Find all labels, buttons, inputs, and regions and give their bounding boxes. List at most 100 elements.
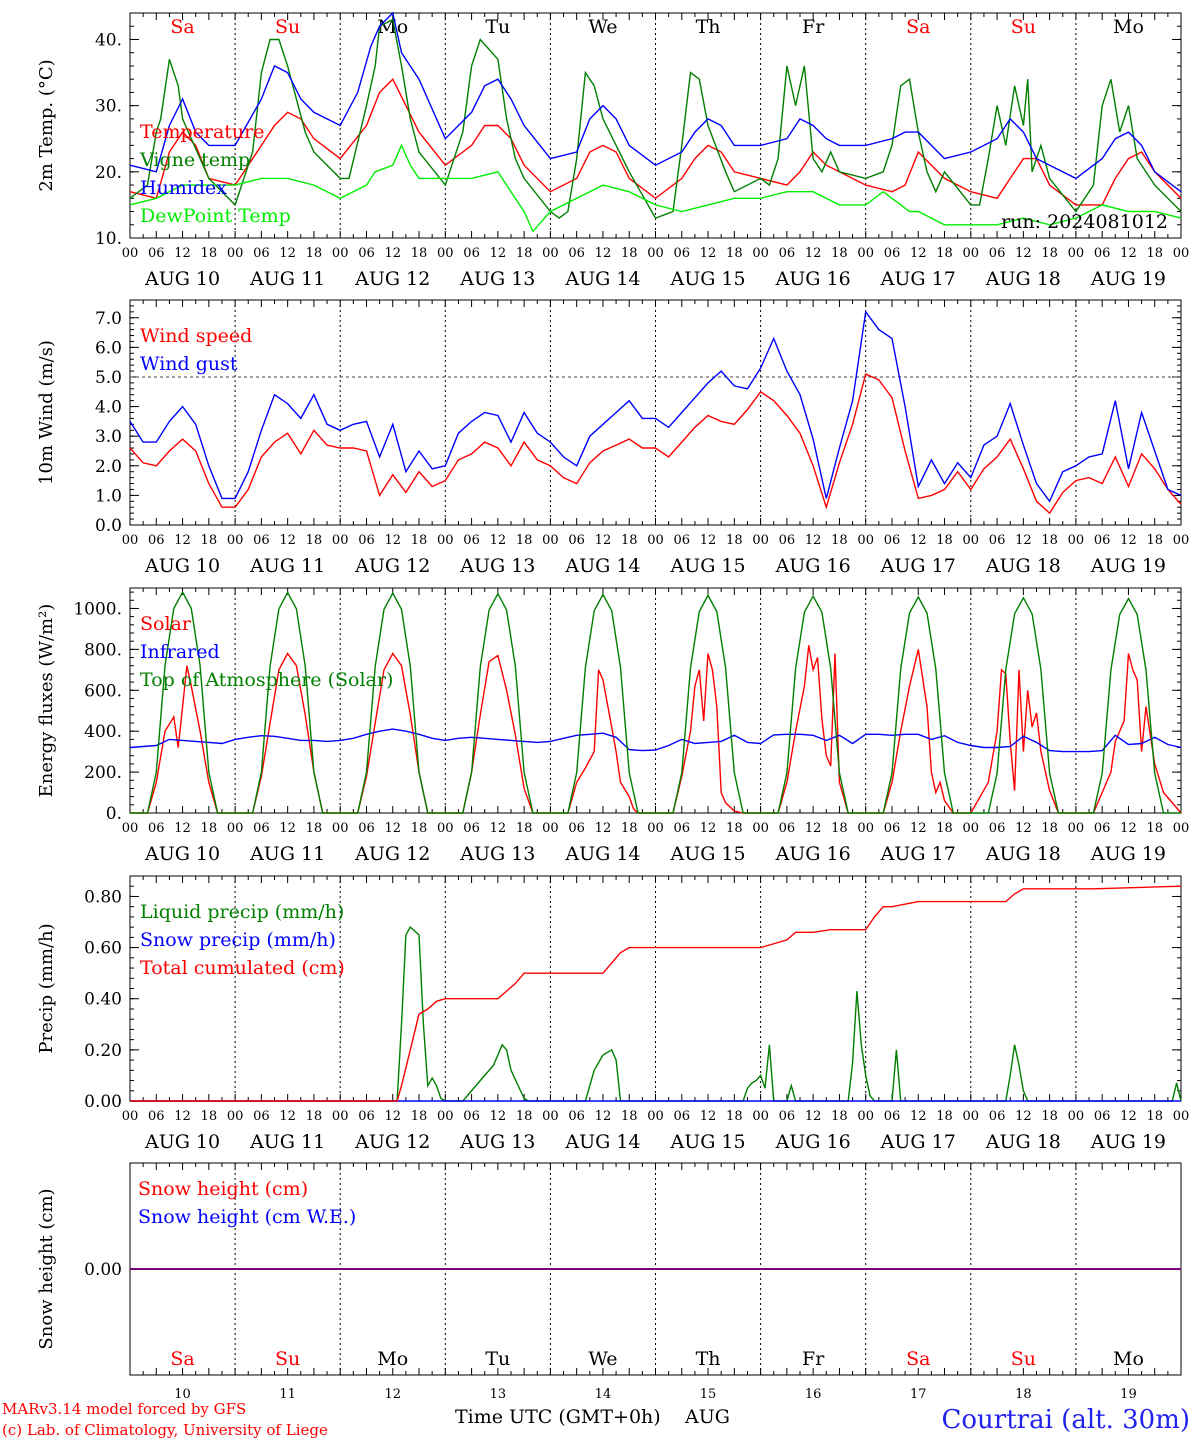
weekday-label: We (588, 1348, 617, 1370)
y-tick-label: 7.0 (95, 309, 122, 329)
legend-entry: DewPoint Temp (140, 205, 291, 227)
date-label: AUG 18 (985, 268, 1061, 290)
hour-tick-label: 00 (1068, 821, 1085, 836)
hour-tick-label: 06 (884, 533, 901, 548)
hour-tick-label: 06 (358, 821, 375, 836)
hour-tick-label: 00 (542, 821, 559, 836)
legend-entry: Vigne temp (139, 149, 250, 171)
hour-tick-label: 12 (1015, 533, 1032, 548)
date-label: AUG 11 (249, 1131, 325, 1153)
hour-tick-label: 12 (595, 533, 612, 548)
weekday-label: Mo (1113, 16, 1144, 38)
series-line (129, 78, 1182, 206)
hour-tick-label: 12 (805, 246, 822, 261)
weekday-label: Fr (802, 16, 825, 38)
hour-tick-label: 00 (227, 246, 244, 261)
date-label: AUG 11 (249, 843, 325, 865)
hour-tick-label: 06 (463, 1109, 480, 1124)
day-number-label: 14 (595, 1387, 612, 1402)
hour-tick-label: 18 (726, 821, 743, 836)
panel-temp: 10. 20. 30. 40. 2m Temp. (°C) Sa Su Mo Tu We Th Fr S… (36, 11, 1189, 290)
hour-tick-label: 12 (700, 533, 717, 548)
hour-tick-label: 06 (148, 821, 165, 836)
hour-tick-label: 06 (463, 821, 480, 836)
hour-tick-label: 00 (332, 533, 349, 548)
hour-tick-label: 00 (1173, 821, 1190, 836)
date-label: AUG 13 (459, 1131, 535, 1153)
hour-tick-label: 00 (752, 821, 769, 836)
hour-tick-label: 18 (1041, 246, 1058, 261)
date-label: AUG 18 (985, 555, 1061, 577)
hour-tick-label: 12 (910, 246, 927, 261)
hour-tick-label: 12 (174, 821, 191, 836)
date-label: AUG 11 (249, 268, 325, 290)
hour-tick-label: 06 (568, 246, 585, 261)
hour-tick-label: 12 (700, 1109, 717, 1124)
date-label: AUG 14 (564, 268, 640, 290)
hour-tick-label: 06 (253, 246, 270, 261)
month-label: AUG (684, 1406, 730, 1428)
date-label: AUG 10 (144, 555, 220, 577)
y-axis-label: 10m Wind (m/s) (36, 340, 57, 485)
weekday-label: Sa (170, 16, 194, 38)
series-line (129, 11, 1182, 193)
series-line (130, 590, 1181, 814)
hour-tick-label: 12 (595, 1109, 612, 1124)
hour-tick-label: 18 (621, 1109, 638, 1124)
hour-tick-label: 18 (1146, 246, 1163, 261)
hour-tick-label: 06 (884, 246, 901, 261)
hour-tick-label: 00 (647, 246, 664, 261)
panel-precip: 0.00 0.20 0.40 0.60 0.80 Precip (mm/h) Liquid … (36, 875, 1190, 1153)
series-line (130, 885, 1182, 1102)
hour-tick-label: 12 (910, 821, 927, 836)
hour-tick-label: 12 (279, 246, 296, 261)
date-label: AUG 12 (354, 555, 430, 577)
hour-tick-label: 00 (227, 1109, 244, 1124)
series-line (129, 143, 1182, 233)
hour-tick-label: 00 (1068, 246, 1085, 261)
hour-tick-label: 18 (411, 533, 428, 548)
date-label: AUG 17 (880, 843, 956, 865)
weekday-label: Mo (1113, 1348, 1144, 1370)
date-label: AUG 15 (669, 555, 745, 577)
date-label: AUG 16 (775, 555, 851, 577)
hour-tick-label: 12 (490, 533, 507, 548)
y-tick-label: 30. (95, 97, 122, 117)
date-label: AUG 13 (459, 268, 535, 290)
series-line (129, 373, 1182, 515)
hour-tick-label: 18 (936, 533, 953, 548)
legend-entry: Snow precip (mm/h) (140, 929, 336, 951)
hour-tick-label: 18 (831, 246, 848, 261)
hour-tick-label: 12 (1015, 1109, 1032, 1124)
weekday-label: Su (1011, 16, 1036, 38)
hour-tick-label: 18 (726, 1109, 743, 1124)
legend-entry: Top of Atmosphere (Solar) (140, 669, 393, 691)
hour-tick-label: 00 (647, 533, 664, 548)
date-label: AUG 13 (459, 843, 535, 865)
y-tick-label: 0.20 (84, 1041, 122, 1061)
weekday-label: We (588, 16, 617, 38)
hour-tick-label: 18 (936, 1109, 953, 1124)
location-title: Courtrai (alt. 30m) (942, 1405, 1191, 1435)
hour-tick-label: 18 (201, 533, 218, 548)
hour-tick-label: 06 (884, 821, 901, 836)
y-axis-label: Snow height (cm) (36, 1188, 57, 1349)
y-tick-label: 1000. (73, 599, 122, 619)
hour-tick-label: 00 (122, 1109, 139, 1124)
hour-tick-label: 12 (1120, 533, 1137, 548)
legend-entry: Infrared (140, 641, 220, 663)
y-tick-label: 40. (95, 30, 122, 50)
hour-tick-label: 06 (253, 1109, 270, 1124)
y-tick-label: 20. (95, 163, 122, 183)
hour-tick-label: 00 (332, 1109, 349, 1124)
hour-tick-label: 00 (1173, 1109, 1190, 1124)
hour-tick-label: 12 (595, 821, 612, 836)
hour-tick-label: 12 (595, 246, 612, 261)
series-line (130, 926, 1182, 1102)
hour-tick-label: 18 (201, 821, 218, 836)
hour-tick-label: 06 (358, 1109, 375, 1124)
legend-entry: Snow height (cm) (138, 1178, 308, 1200)
date-label: AUG 13 (459, 555, 535, 577)
hour-tick-label: 18 (516, 1109, 533, 1124)
date-label: AUG 17 (880, 268, 956, 290)
